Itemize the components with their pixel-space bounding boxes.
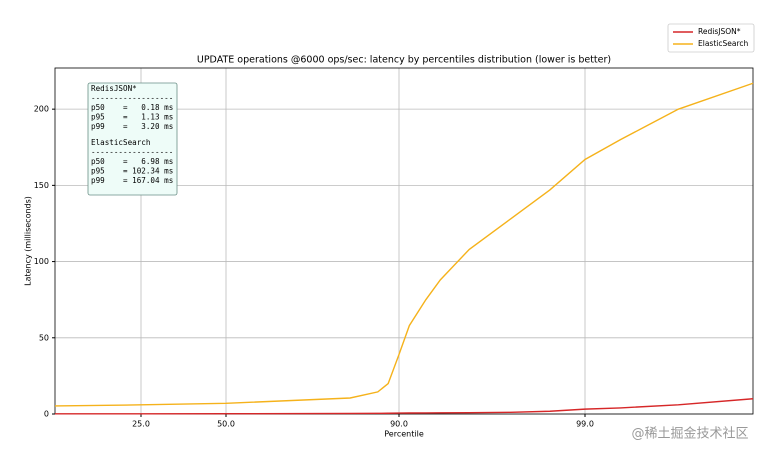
annotation-line: ------------------ xyxy=(91,94,173,103)
x-tick-label: 90.0 xyxy=(390,420,408,429)
y-tick-label: 200 xyxy=(34,105,49,114)
annotation-line: p99 = 167.04 ms xyxy=(91,176,173,185)
annotation-line: p99 = 3.20 ms xyxy=(91,122,173,131)
annotation-line: RedisJSON* xyxy=(91,84,137,93)
annotation-line: ElasticSearch xyxy=(91,138,150,147)
series-line xyxy=(54,398,754,415)
annotation-line: ------------------ xyxy=(91,148,173,157)
series-line xyxy=(54,82,754,407)
y-tick-label: 150 xyxy=(34,181,49,190)
y-tick-label: 0 xyxy=(44,410,49,419)
chart-title: UPDATE operations @6000 ops/sec: latency… xyxy=(197,55,611,66)
plot-frame xyxy=(54,67,754,415)
y-tick-label: 50 xyxy=(39,333,49,342)
annotation-box: RedisJSON*------------------p50 = 0.18 m… xyxy=(87,82,178,196)
annotation-line: p95 = 102.34 ms xyxy=(91,167,173,176)
legend-frame xyxy=(667,23,755,53)
watermark: @稀土掘金技术社区 xyxy=(631,426,748,442)
annotation-line: p50 = 6.98 ms xyxy=(91,157,173,166)
y-axis-label: Latency (milliseconds) xyxy=(24,196,33,286)
x-tick-label: 99.0 xyxy=(576,420,594,429)
legend-label: ElasticSearch xyxy=(698,39,748,48)
x-tick-label: 50.0 xyxy=(217,420,235,429)
annotation-frame xyxy=(87,82,178,196)
annotation-line: p50 = 0.18 ms xyxy=(91,103,173,112)
x-axis-label: Percentile xyxy=(384,430,424,439)
annotation-line: p95 = 1.13 ms xyxy=(91,113,173,122)
x-tick-label: 25.0 xyxy=(132,420,150,429)
y-tick-label: 100 xyxy=(34,257,49,266)
legend: RedisJSON* ElasticSearch xyxy=(667,23,755,53)
legend-label: RedisJSON* xyxy=(698,27,741,36)
